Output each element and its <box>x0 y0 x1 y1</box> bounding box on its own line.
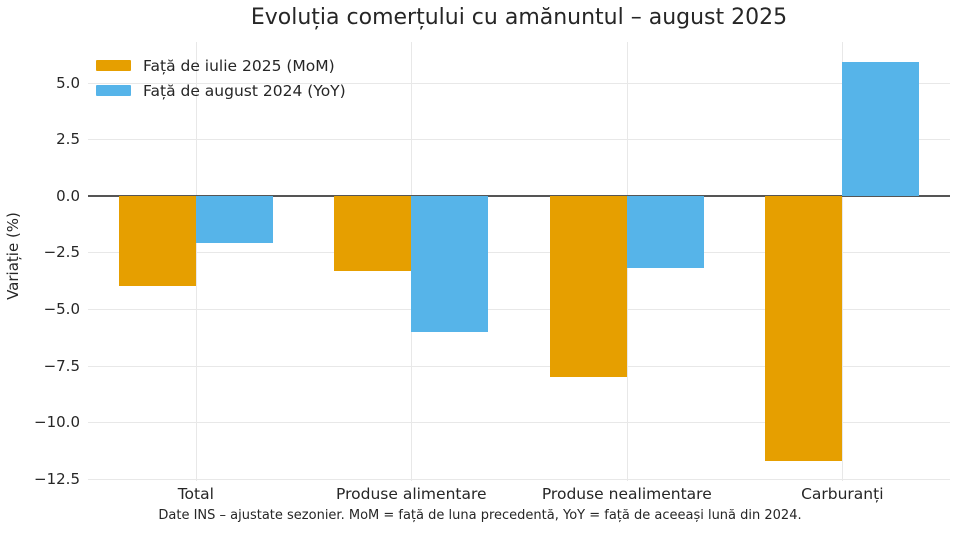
y-tick-label: 2.5 <box>56 130 80 149</box>
x-tick-label: Produse alimentare <box>336 485 487 503</box>
legend-swatch-yoy <box>96 85 131 96</box>
chart-title: Evoluția comerțului cu amănuntul – augus… <box>250 5 788 30</box>
y-tick-label: −7.5 <box>43 356 80 375</box>
legend-item-yoy: Față de august 2024 (YoY) <box>96 78 346 103</box>
zero-baseline <box>88 194 950 197</box>
horizontal-gridline <box>88 478 950 480</box>
bar-mom-1 <box>334 195 412 271</box>
vertical-gridline <box>842 42 844 481</box>
x-tick-label: Total <box>177 485 214 503</box>
bar-yoy-0 <box>195 195 273 244</box>
bar-mom-3 <box>765 195 843 461</box>
y-tick-label: −5.0 <box>43 300 80 318</box>
plot-area <box>88 42 950 481</box>
legend-label: Față de iulie 2025 (MoM) <box>143 56 335 75</box>
horizontal-gridline <box>88 365 950 367</box>
horizontal-gridline <box>88 252 950 254</box>
y-tick-label: −10.0 <box>34 413 80 432</box>
horizontal-gridline <box>88 139 950 141</box>
legend-item-mom: Față de iulie 2025 (MoM) <box>96 53 346 78</box>
x-tick-label: Carburanți <box>801 485 884 503</box>
bar-yoy-2 <box>626 195 704 269</box>
bar-yoy-1 <box>411 195 489 332</box>
horizontal-gridline <box>88 309 950 310</box>
legend-label: Față de august 2024 (YoY) <box>143 81 346 100</box>
y-tick-label: −2.5 <box>43 243 80 262</box>
y-tick-label: 0.0 <box>56 186 80 205</box>
horizontal-gridline <box>88 82 950 84</box>
y-tick-label: 5.0 <box>56 73 80 92</box>
bar-mom-2 <box>549 195 627 377</box>
bar-mom-0 <box>118 195 196 287</box>
horizontal-gridline <box>88 422 950 424</box>
y-tick-label: −12.5 <box>34 469 80 488</box>
bar-yoy-3 <box>842 62 920 196</box>
x-tick-label: Produse nealimentare <box>541 485 712 503</box>
legend-swatch-mom <box>96 60 131 71</box>
vertical-gridline <box>195 42 197 481</box>
footnote: Date INS – ajustate sezonier. MoM = față… <box>158 508 802 523</box>
legend: Față de iulie 2025 (MoM) Față de august 2… <box>96 53 346 103</box>
